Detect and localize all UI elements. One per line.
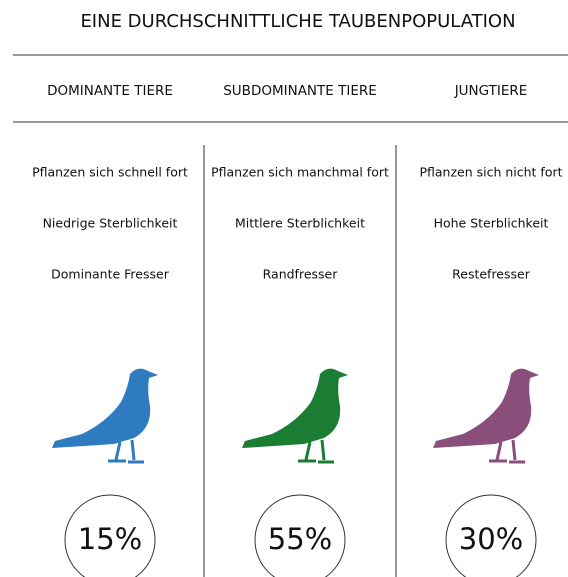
trait: Pflanzen sich manchmal fort [211,165,389,180]
pigeon-icon [433,368,539,464]
column-header: SUBDOMINANTE TIERE [223,83,377,99]
pigeon-legs [108,439,144,464]
share-circle [64,494,156,577]
trait: Mittlere Sterblichkeit [235,216,365,231]
trait: Hohe Sterblichkeit [434,216,549,231]
pigeon-body [242,368,348,448]
trait: Pflanzen sich schnell fort [32,165,188,180]
column-header: DOMINANTE TIERE [47,83,173,99]
trait: Dominante Fresser [51,267,170,282]
trait: Restefresser [452,267,531,282]
share: 55% [268,522,332,556]
share: 30% [459,522,523,556]
share: 15% [78,522,142,556]
pigeon-legs [489,439,525,464]
title: EINE DURCHSCHNITTLICHE TAUBENPOPULATION [80,11,515,32]
trait: Randfresser [263,267,339,282]
column-header: JUNGTIERE [454,83,528,99]
share-circle [445,494,537,577]
pigeon-icon [52,368,158,464]
trait: Niedrige Sterblichkeit [43,216,178,231]
pigeon-body [52,368,158,448]
trait: Pflanzen sich nicht fort [419,165,562,180]
share-circle [254,494,346,577]
pigeon-body [433,368,539,448]
pigeon-legs [298,439,334,464]
pigeon-icon [242,368,348,464]
